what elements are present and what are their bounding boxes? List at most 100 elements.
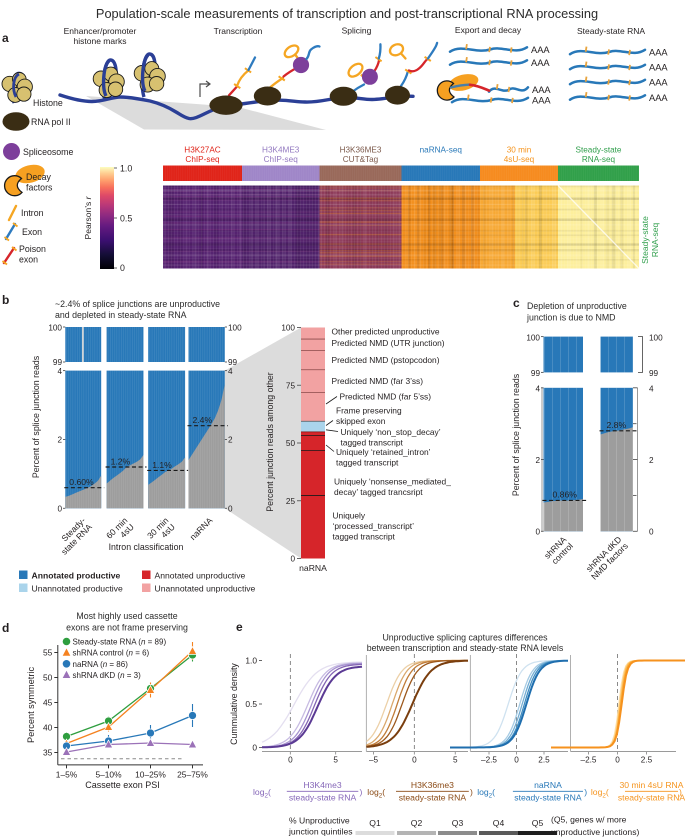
svg-text:and depleted in steady-state R: and depleted in steady-state RNA: [55, 310, 187, 320]
svg-text:0.5: 0.5: [120, 214, 132, 224]
svg-text:1.2%: 1.2%: [111, 456, 131, 466]
svg-text:Uniquely: Uniquely: [333, 511, 366, 521]
svg-text:5: 5: [453, 756, 458, 765]
svg-text:AAA: AAA: [531, 45, 550, 55]
svg-text:4: 4: [535, 385, 540, 394]
svg-text:Most highly used cassette: Most highly used cassette: [76, 611, 177, 621]
svg-text:naRNA-seq: naRNA-seq: [420, 146, 463, 155]
svg-text:0: 0: [120, 263, 125, 273]
svg-text:H3K36me3: H3K36me3: [411, 780, 454, 790]
svg-text:0: 0: [228, 504, 233, 513]
svg-text:d: d: [2, 621, 9, 635]
svg-text:Unannotated unproductive: Unannotated unproductive: [155, 583, 256, 593]
svg-text:1–5%: 1–5%: [56, 770, 78, 780]
svg-text:AAA: AAA: [649, 78, 668, 88]
svg-text:2: 2: [57, 436, 62, 445]
svg-text:100: 100: [48, 324, 62, 333]
svg-text:0.5: 0.5: [245, 699, 257, 709]
svg-text:RNA-seq: RNA-seq: [650, 222, 660, 257]
svg-text:naRNA: naRNA: [534, 780, 562, 790]
svg-text:–2.5: –2.5: [481, 756, 497, 765]
svg-text:5: 5: [333, 756, 338, 765]
svg-text:tagged transcript: tagged transcript: [333, 532, 396, 542]
svg-text:steady-state RNA: steady-state RNA: [618, 793, 685, 803]
svg-text:0: 0: [615, 756, 620, 765]
svg-text:100: 100: [526, 334, 540, 343]
svg-text:Transcription: Transcription: [214, 26, 263, 36]
svg-text:e: e: [236, 620, 243, 634]
svg-text:Exon: Exon: [22, 227, 42, 237]
svg-text:Spliceosome: Spliceosome: [23, 147, 73, 157]
svg-text:Predicted NMD (UTR junction): Predicted NMD (UTR junction): [332, 338, 445, 348]
svg-text:histone marks: histone marks: [74, 36, 127, 46]
svg-text:Annotated unproductive: Annotated unproductive: [155, 570, 246, 580]
svg-text:b: b: [2, 293, 9, 307]
svg-text:75: 75: [286, 381, 296, 390]
svg-text:10–25%: 10–25%: [135, 770, 166, 780]
svg-text:0: 0: [412, 756, 417, 765]
svg-text:Decay: Decay: [26, 172, 52, 182]
svg-text:% Unproductive: % Unproductive: [289, 816, 350, 826]
svg-text:tagged transcript: tagged transcript: [341, 438, 404, 448]
svg-text:between transcription and stea: between transcription and steady-state R…: [367, 643, 564, 653]
svg-text:5–10%: 5–10%: [95, 770, 122, 780]
svg-text:ChIP-seq: ChIP-seq: [264, 155, 299, 164]
svg-text:RNA pol II: RNA pol II: [31, 117, 71, 127]
svg-text:Predicted NMD (far 5’ss): Predicted NMD (far 5’ss): [340, 392, 432, 402]
svg-text:1.0: 1.0: [120, 164, 132, 174]
svg-text:0: 0: [535, 528, 540, 537]
svg-text:Intron classification: Intron classification: [109, 542, 184, 552]
svg-text:Unannotated productive: Unannotated productive: [32, 583, 123, 593]
svg-text:50: 50: [286, 439, 296, 448]
svg-text:shRNA dKD (n = 3): shRNA dKD (n = 3): [73, 671, 142, 680]
svg-text:naRNA (n = 86): naRNA (n = 86): [73, 660, 129, 669]
svg-text:Q4: Q4: [493, 818, 505, 828]
svg-text:2.8%: 2.8%: [607, 420, 627, 430]
svg-text:Frame preserving: Frame preserving: [336, 406, 402, 416]
svg-text:skipped exon: skipped exon: [336, 416, 386, 426]
svg-text:H3K4ME3: H3K4ME3: [262, 146, 300, 155]
svg-text:55: 55: [43, 648, 53, 658]
svg-text:99: 99: [649, 369, 659, 378]
svg-text:tagged transcript: tagged transcript: [336, 458, 399, 468]
svg-text:0: 0: [57, 504, 62, 513]
svg-text:Unproductive splicing captures: Unproductive splicing captures differenc…: [382, 633, 548, 643]
svg-text:4: 4: [228, 367, 233, 376]
svg-text:0: 0: [288, 756, 293, 765]
svg-text:0: 0: [514, 756, 519, 765]
svg-text:Q5: Q5: [532, 818, 544, 828]
svg-text:25: 25: [286, 497, 296, 506]
svg-text:25–75%: 25–75%: [177, 770, 208, 780]
svg-text:2: 2: [649, 456, 654, 465]
svg-text:Cassette exon PSI: Cassette exon PSI: [85, 780, 160, 790]
svg-text:2.5: 2.5: [641, 756, 653, 765]
svg-text:steady-state RNA: steady-state RNA: [289, 793, 357, 803]
svg-text:naRNA: naRNA: [299, 563, 327, 573]
svg-text:2: 2: [535, 456, 540, 465]
svg-text:2.5: 2.5: [538, 756, 550, 765]
svg-text:0.86%: 0.86%: [553, 489, 578, 499]
svg-text:Percent of splice junction rea: Percent of splice junction reads: [31, 355, 41, 478]
svg-text:Q2: Q2: [411, 818, 423, 828]
svg-text:Poison: Poison: [19, 244, 46, 254]
svg-text:4sU-seq: 4sU-seq: [504, 155, 535, 164]
svg-text:100: 100: [649, 334, 663, 343]
svg-text:Predicted NMD (pstopcodon): Predicted NMD (pstopcodon): [332, 355, 440, 365]
svg-text:4: 4: [649, 385, 654, 394]
svg-text:–5: –5: [369, 756, 379, 765]
svg-text:ChIP-seq: ChIP-seq: [185, 155, 220, 164]
svg-text:–2.5: –2.5: [581, 756, 597, 765]
svg-text:AAA: AAA: [532, 85, 551, 95]
svg-text:Cummulative density: Cummulative density: [229, 663, 239, 745]
svg-text:Uniquely ‘retained_intron’: Uniquely ‘retained_intron’: [336, 447, 431, 457]
svg-text:Export and decay: Export and decay: [455, 25, 522, 35]
svg-text:): ): [679, 787, 682, 797]
svg-text:Annotated productive: Annotated productive: [32, 570, 121, 580]
svg-text:Intron: Intron: [21, 208, 44, 218]
svg-text:Splicing: Splicing: [342, 26, 372, 36]
svg-text:(Q5, genes w/ more: (Q5, genes w/ more: [551, 815, 627, 825]
svg-text:100: 100: [228, 324, 242, 333]
svg-text:AAA: AAA: [649, 63, 668, 73]
svg-text:40: 40: [43, 723, 53, 733]
svg-text:Uniquely ‘nonsense_mediated_: Uniquely ‘nonsense_mediated_: [334, 477, 451, 487]
